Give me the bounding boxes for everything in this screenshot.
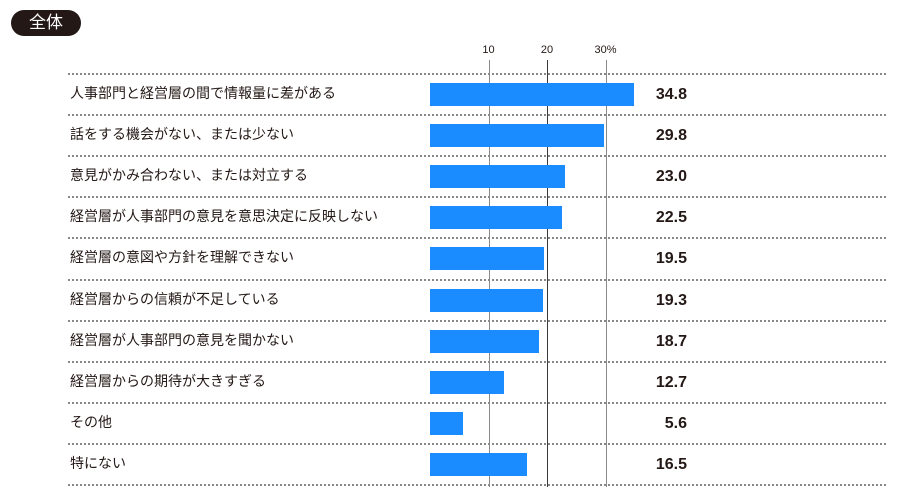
bar [430, 247, 545, 271]
category-label: 経営層からの期待が大きすぎる [70, 373, 266, 390]
value-label: 19.3 [655, 291, 687, 309]
value-label: 18.7 [655, 332, 687, 350]
bar [430, 165, 565, 189]
category-label: 意見がかみ合わない、または対立する [70, 168, 308, 185]
category-label: 経営層が人事部門の意見を聞かない [70, 332, 294, 349]
segment-badge: 全体 [11, 10, 81, 36]
chart-row: 経営層が人事部門の意見を聞かない 18.7 [0, 321, 900, 362]
bar [430, 206, 562, 230]
value-label: 29.8 [655, 127, 687, 145]
category-label: 特にない [70, 455, 126, 472]
row-divider [68, 155, 886, 158]
bar [430, 452, 527, 476]
chart-row: 意見がかみ合わない、または対立する 23.0 [0, 156, 900, 197]
chart-row: 経営層からの信頼が不足している 19.3 [0, 280, 900, 321]
row-divider [68, 237, 886, 240]
row-divider [68, 484, 886, 486]
bar [430, 370, 505, 394]
x-tick-label: 10 [482, 44, 495, 56]
value-label: 23.0 [655, 168, 687, 186]
chart-row: 人事部門と経営層の間で情報量に差がある 34.8 [0, 74, 900, 115]
category-label: その他 [70, 414, 112, 431]
row-divider [68, 360, 886, 363]
row-divider [68, 196, 886, 199]
chart-row: 経営層の意図や方針を理解できない 19.5 [0, 238, 900, 279]
gridline [606, 60, 607, 487]
category-label: 話をする機会がない、または少ない [70, 127, 294, 144]
category-label: 経営層の意図や方針を理解できない [70, 250, 294, 267]
gridline [547, 60, 548, 487]
bar [430, 288, 543, 312]
value-label: 19.5 [655, 250, 687, 268]
chart-row: 経営層からの期待が大きすぎる 12.7 [0, 362, 900, 403]
bar [430, 411, 463, 435]
bar [430, 124, 605, 148]
value-label: 22.5 [655, 209, 687, 227]
row-divider [68, 401, 886, 404]
row-divider [68, 278, 886, 281]
chart-row: 話をする機会がない、または少ない 29.8 [0, 115, 900, 156]
row-divider [68, 73, 886, 75]
x-tick-label: 30% [594, 44, 617, 56]
value-label: 16.5 [655, 455, 687, 473]
value-label: 34.8 [655, 86, 687, 103]
category-label: 人事部門と経営層の間で情報量に差がある [70, 86, 336, 102]
chart-row: 特にない 16.5 [0, 444, 900, 485]
bar [430, 83, 634, 106]
category-label: 経営層からの信頼が不足している [70, 291, 280, 308]
row-divider [68, 114, 886, 117]
chart-row: 経営層が人事部門の意見を意思決定に反映しない 22.5 [0, 197, 900, 238]
row-divider [68, 319, 886, 322]
gridline [489, 60, 490, 487]
category-label: 経営層が人事部門の意見を意思決定に反映しない [70, 209, 378, 226]
value-label: 12.7 [655, 373, 687, 391]
value-label: 5.6 [664, 414, 687, 432]
x-tick-label: 20 [540, 44, 554, 56]
chart-row: その他 5.6 [0, 403, 900, 444]
row-divider [68, 442, 886, 445]
bar [430, 329, 540, 353]
